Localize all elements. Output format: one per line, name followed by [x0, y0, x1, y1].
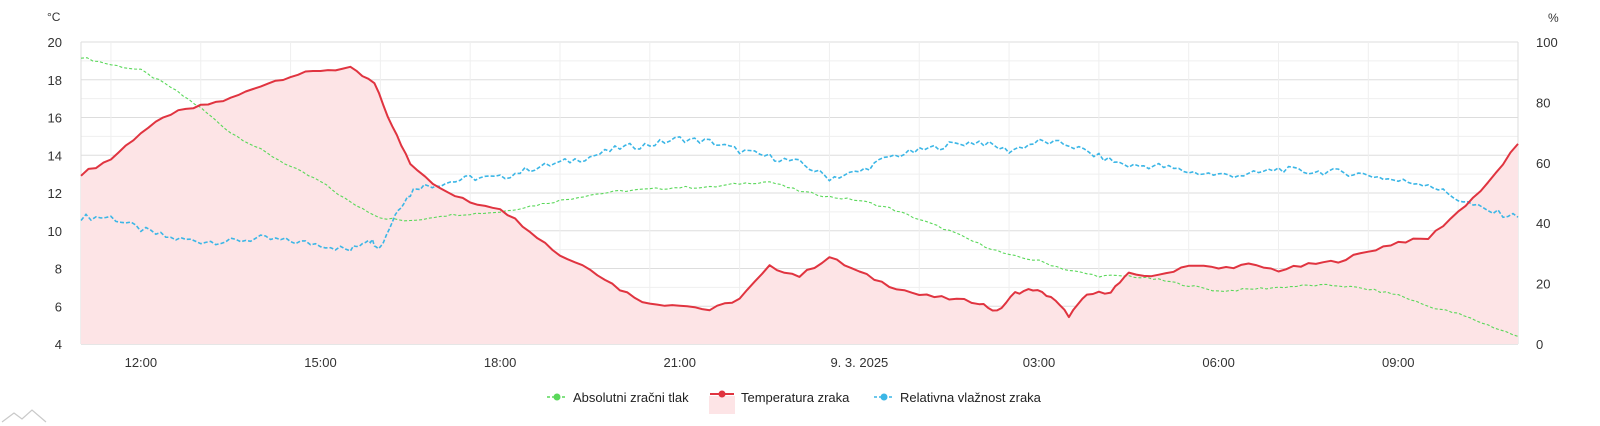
temperature-area-layer [81, 66, 1518, 345]
right-tick-label: 60 [1536, 156, 1550, 171]
chart-axes: °C % [47, 10, 1559, 25]
right-tick-label: 80 [1536, 95, 1550, 110]
right-axis-unit: % [1548, 11, 1559, 25]
legend-item-1[interactable]: Temperatura zraka [709, 390, 850, 414]
tick-labels: 4 6 8 10 12 14 16 18 20 0 20 40 60 80 100 12:00 15:00 18:… [48, 35, 1558, 370]
mountain-logo-icon [1, 409, 47, 423]
legend-marker [553, 393, 561, 401]
x-tick-label: 03:00 [1023, 355, 1056, 370]
left-tick-label: 4 [55, 337, 62, 352]
right-tick-label: 40 [1536, 216, 1550, 231]
x-tick-label: 09:00 [1382, 355, 1415, 370]
right-tick-label: 20 [1536, 277, 1550, 292]
x-tick-label: 15:00 [304, 355, 337, 370]
left-tick-label: 18 [48, 73, 62, 88]
x-tick-label: 12:00 [125, 355, 158, 370]
left-tick-label: 6 [55, 299, 62, 314]
legend-label: Temperatura zraka [741, 390, 850, 405]
legend-marker [718, 390, 726, 398]
pressure-line [80, 57, 1519, 337]
left-tick-label: 12 [48, 186, 62, 201]
legend-area-swatch [709, 396, 735, 414]
left-tick-label: 16 [48, 111, 62, 126]
left-axis-unit: °C [47, 10, 61, 24]
chart-legend: Absolutni zračni tlak Temperatura zraka Re… [547, 390, 1042, 414]
left-tick-label: 20 [48, 35, 62, 50]
legend-marker [880, 393, 888, 401]
x-tick-label: 9. 3. 2025 [830, 355, 888, 370]
temperature-area [81, 66, 1518, 345]
legend-item-0[interactable]: Absolutni zračni tlak [547, 390, 689, 405]
right-tick-label: 100 [1536, 35, 1558, 50]
legend-label: Relativna vlažnost zraka [900, 390, 1042, 405]
humidity-line [80, 135, 1519, 252]
left-tick-label: 8 [55, 262, 62, 277]
left-tick-label: 10 [48, 224, 62, 239]
left-tick-label: 14 [48, 148, 62, 163]
right-tick-label: 0 [1536, 337, 1543, 352]
series-layer [80, 57, 1519, 337]
temperature-line [80, 65, 1519, 319]
legend-item-2[interactable]: Relativna vlažnost zraka [874, 390, 1042, 405]
legend-label: Absolutni zračni tlak [573, 390, 689, 405]
x-tick-label: 06:00 [1202, 355, 1235, 370]
x-tick-label: 18:00 [484, 355, 517, 370]
x-tick-label: 21:00 [663, 355, 696, 370]
